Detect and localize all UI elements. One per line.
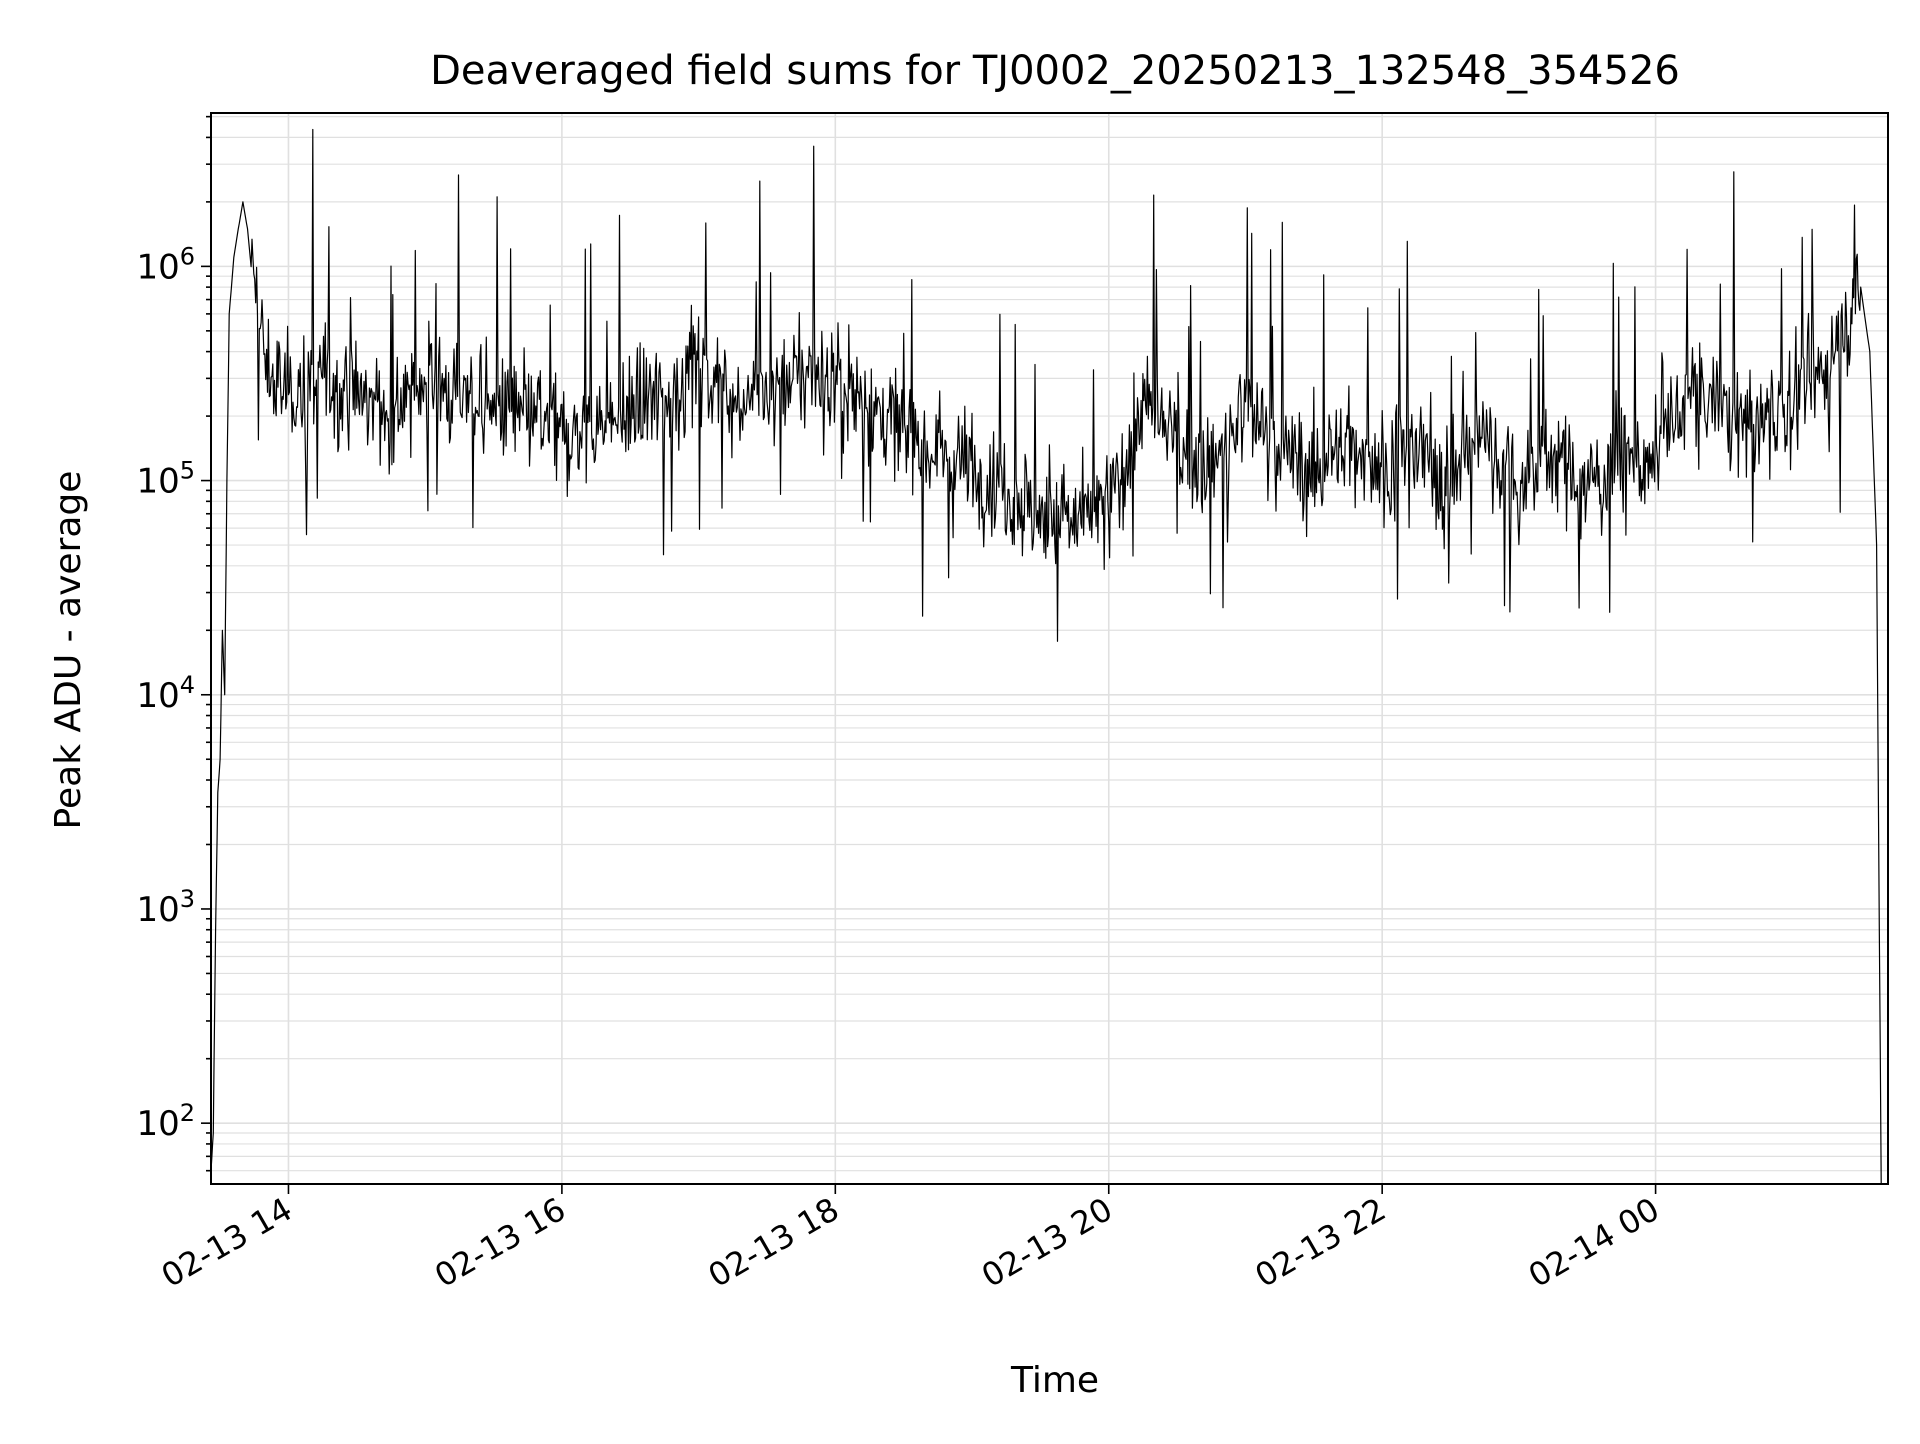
y-tick-label: 103 [136, 885, 195, 930]
y-tick-label: 106 [136, 242, 195, 287]
data-series-line [210, 128, 1882, 1185]
plot-frame [210, 112, 1889, 1185]
y-tick-label: 105 [136, 457, 195, 502]
y-tick-label: 104 [136, 671, 195, 716]
grid [211, 113, 1888, 1184]
x-axis-label: Time [1010, 1360, 1099, 1401]
data-line-layer [210, 128, 1882, 1185]
y-axis-label: Peak ADU - average [48, 471, 89, 830]
y-tick-label: 102 [136, 1099, 195, 1144]
chart-title: Deaveraged field sums for TJ0002_2025021… [430, 48, 1680, 94]
